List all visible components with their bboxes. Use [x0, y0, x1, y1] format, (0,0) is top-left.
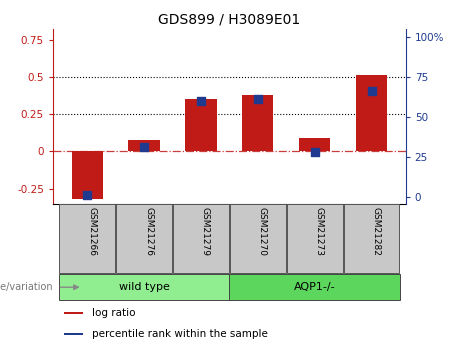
Point — [254, 97, 261, 102]
Bar — [59, 204, 115, 273]
Point — [368, 89, 375, 94]
Bar — [356, 76, 387, 151]
Point — [197, 98, 205, 104]
Text: GSM21266: GSM21266 — [87, 207, 96, 256]
Text: GSM21279: GSM21279 — [201, 207, 210, 256]
Bar — [299, 138, 331, 151]
Text: genotype/variation: genotype/variation — [0, 282, 53, 292]
Text: percentile rank within the sample: percentile rank within the sample — [92, 329, 268, 338]
Bar — [64, 333, 83, 335]
Text: log ratio: log ratio — [92, 308, 136, 318]
Title: GDS899 / H3089E01: GDS899 / H3089E01 — [158, 13, 301, 27]
Bar — [116, 204, 172, 273]
Bar — [230, 274, 400, 300]
Point — [311, 149, 319, 155]
Text: GSM21276: GSM21276 — [144, 207, 153, 256]
Bar — [287, 204, 343, 273]
Text: GSM21273: GSM21273 — [315, 207, 324, 256]
Text: AQP1-/-: AQP1-/- — [294, 282, 336, 292]
Bar — [173, 204, 229, 273]
Bar — [242, 95, 273, 151]
Bar — [71, 151, 103, 199]
Bar — [64, 312, 83, 314]
Bar — [185, 99, 217, 151]
Bar — [128, 139, 160, 151]
Point — [83, 192, 91, 198]
Point — [140, 145, 148, 150]
Bar — [59, 274, 230, 300]
Text: GSM21282: GSM21282 — [372, 207, 380, 256]
Bar — [344, 204, 399, 273]
Text: GSM21270: GSM21270 — [258, 207, 267, 256]
Text: wild type: wild type — [118, 282, 170, 292]
Bar — [230, 204, 286, 273]
